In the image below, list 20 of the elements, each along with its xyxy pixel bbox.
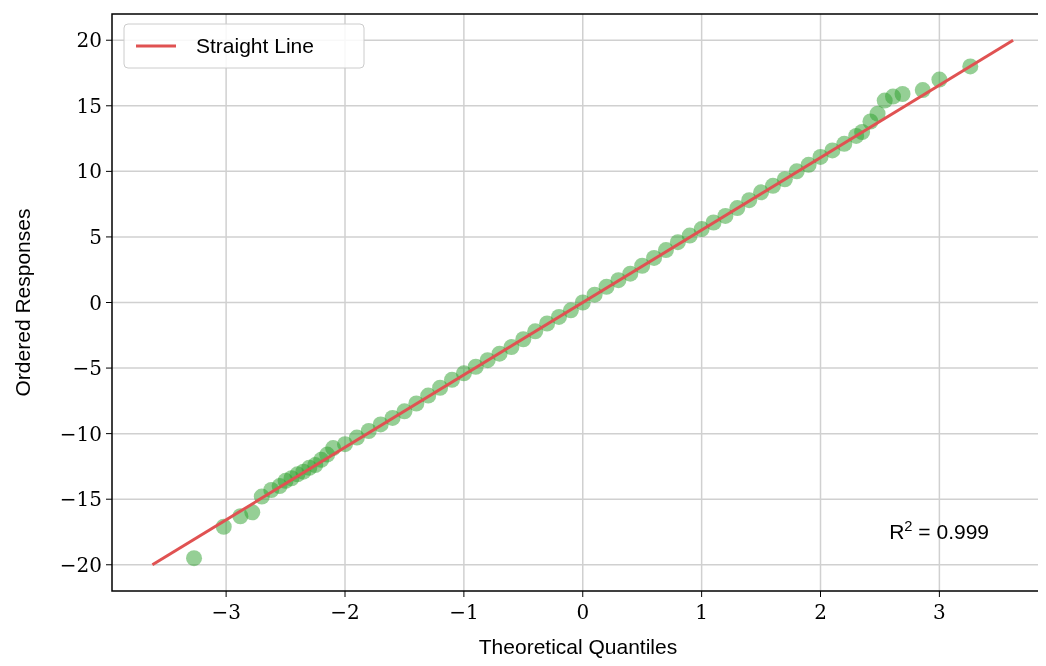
x-tick-label: 3 [933, 600, 946, 624]
y-tick-label: 10 [76, 159, 102, 184]
y-tick-label: 0 [89, 290, 102, 315]
x-tick-label: 1 [695, 600, 708, 624]
y-tick-label: 5 [89, 224, 102, 249]
x-tick-label: −1 [449, 600, 479, 624]
legend-label: Straight Line [196, 34, 314, 57]
y-tick-label: −10 [59, 421, 102, 446]
y-tick-label: −15 [59, 487, 102, 512]
y-tick-label: −20 [59, 552, 102, 577]
y-tick-label: −5 [72, 356, 102, 381]
x-axis-title: Theoretical Quantiles [478, 635, 678, 658]
annotation: R$^{2}$ = 0.999 [889, 518, 989, 543]
x-tick-label: −3 [211, 600, 241, 624]
y-tick-label: 15 [76, 93, 102, 118]
x-tick-label: 0 [576, 600, 590, 624]
x-tick-label: −2 [330, 600, 360, 624]
x-tick-label: 2 [814, 600, 827, 624]
y-tick-label: 20 [76, 28, 102, 53]
y-axis-title: Ordered Responses [11, 208, 34, 397]
